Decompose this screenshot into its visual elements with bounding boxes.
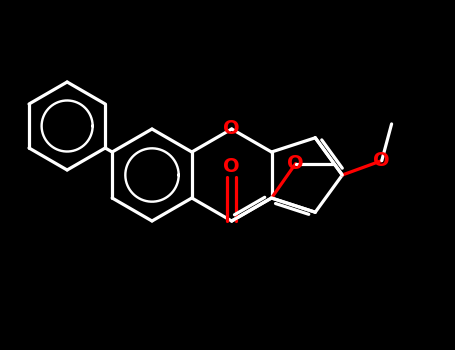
Text: O: O — [223, 158, 240, 176]
Text: O: O — [223, 119, 240, 139]
Text: O: O — [287, 154, 304, 173]
Text: O: O — [374, 151, 390, 170]
